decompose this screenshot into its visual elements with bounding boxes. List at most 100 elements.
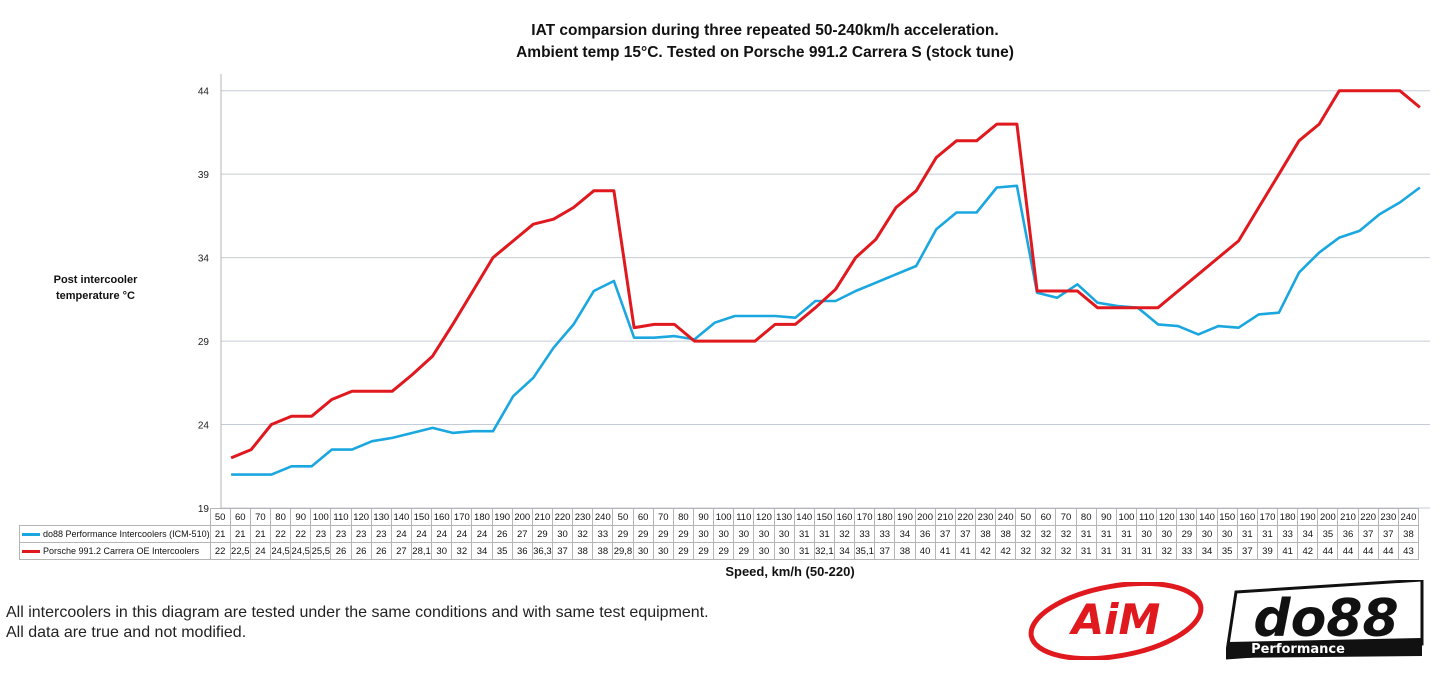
data-table: 50 60 70 80 90 100 110 120 130 140 150 160 170 180 190… bbox=[19, 508, 1420, 560]
series-lines bbox=[230, 89, 1421, 476]
legend-swatch bbox=[22, 533, 40, 537]
x-tick-label: 170 bbox=[451, 508, 473, 526]
data-label: 33 bbox=[854, 525, 876, 543]
x-tick-label: 210 bbox=[934, 508, 956, 526]
data-label: 30 bbox=[551, 525, 574, 543]
data-label: 26 bbox=[330, 542, 352, 560]
x-axis-label: Speed, km/h (50-220) bbox=[725, 564, 855, 579]
data-label: 29 bbox=[692, 542, 715, 560]
x-tick-label: 50 bbox=[612, 508, 634, 526]
x-tick-label: 180 bbox=[1277, 508, 1299, 526]
data-label: 35 bbox=[491, 542, 513, 560]
data-label: 32 bbox=[451, 542, 473, 560]
data-label: 33 bbox=[592, 525, 614, 543]
x-tick-label: 180 bbox=[471, 508, 493, 526]
x-tick-label: 140 bbox=[793, 508, 815, 526]
data-label: 24 bbox=[451, 525, 473, 543]
x-tick-label: 140 bbox=[1196, 508, 1218, 526]
data-label: 32 bbox=[1035, 525, 1057, 543]
data-label: 44 bbox=[1317, 542, 1339, 560]
data-label: 34 bbox=[833, 542, 856, 560]
x-tick-label: 240 bbox=[592, 508, 614, 526]
x-tick-label: 220 bbox=[1357, 508, 1379, 526]
data-label: 27 bbox=[390, 542, 412, 560]
data-label: 24 bbox=[410, 525, 433, 543]
x-tick-label: 70 bbox=[249, 508, 272, 526]
table-header-row: 50 60 70 80 90 100 110 120 130 140 150 160 170 180 190… bbox=[19, 508, 1420, 526]
y-tick-label: 34 bbox=[198, 254, 210, 265]
x-tick-label: 130 bbox=[1176, 508, 1198, 526]
x-tick-label: 70 bbox=[1055, 508, 1077, 526]
data-label: 36,3 bbox=[531, 542, 553, 560]
data-label: 32,1 bbox=[813, 542, 835, 560]
x-tick-label: 90 bbox=[692, 508, 715, 526]
data-label: 29 bbox=[652, 525, 674, 543]
data-label: 33 bbox=[1277, 525, 1299, 543]
data-label: 29 bbox=[713, 542, 735, 560]
data-label: 22 bbox=[269, 525, 292, 543]
data-label: 31 bbox=[1236, 525, 1258, 543]
data-label: 24 bbox=[431, 525, 453, 543]
x-tick-label: 120 bbox=[350, 508, 372, 526]
data-label: 23 bbox=[370, 525, 392, 543]
footnote-line-2: All data are true and not modified. bbox=[6, 624, 247, 641]
footnote-line-1: All intercoolers in this diagram are tes… bbox=[6, 604, 709, 621]
x-tick-label: 150 bbox=[813, 508, 835, 526]
x-tick-label: 190 bbox=[894, 508, 916, 526]
data-label: 29 bbox=[672, 525, 694, 543]
footnote: All intercoolers in this diagram are tes… bbox=[6, 603, 709, 643]
x-tick-label: 60 bbox=[632, 508, 654, 526]
data-label: 31 bbox=[793, 542, 815, 560]
x-tick-label: 160 bbox=[833, 508, 856, 526]
aim-logo: AiM bbox=[1028, 582, 1204, 660]
x-tick-label: 190 bbox=[491, 508, 513, 526]
data-label: 37 bbox=[954, 525, 976, 543]
data-label: 32 bbox=[572, 525, 594, 543]
data-label: 29 bbox=[1176, 525, 1198, 543]
data-label: 35 bbox=[1317, 525, 1339, 543]
data-label: 30 bbox=[733, 525, 755, 543]
data-label: 31 bbox=[1095, 525, 1117, 543]
data-label: 31 bbox=[1256, 525, 1279, 543]
data-label: 30 bbox=[692, 525, 715, 543]
data-label: 31 bbox=[1115, 525, 1138, 543]
data-label: 34 bbox=[1297, 525, 1319, 543]
x-tick-label: 230 bbox=[974, 508, 997, 526]
data-label: 42 bbox=[1297, 542, 1319, 560]
data-label: 24 bbox=[249, 542, 272, 560]
y-tick-label: 44 bbox=[198, 87, 210, 98]
data-label: 34 bbox=[471, 542, 493, 560]
data-label: 29 bbox=[612, 525, 634, 543]
x-tick-label: 200 bbox=[914, 508, 936, 526]
x-tick-label: 110 bbox=[1136, 508, 1158, 526]
data-label: 36 bbox=[914, 525, 936, 543]
y-tick-label: 39 bbox=[198, 170, 210, 181]
data-label: 38 bbox=[572, 542, 594, 560]
x-tick-label: 190 bbox=[1297, 508, 1319, 526]
x-tick-label: 170 bbox=[1256, 508, 1279, 526]
data-label: 22 bbox=[209, 542, 231, 560]
data-label: 24,5 bbox=[290, 542, 312, 560]
x-tick-label: 150 bbox=[1216, 508, 1238, 526]
x-tick-label: 130 bbox=[773, 508, 795, 526]
aim-logo-text: AiM bbox=[1069, 595, 1161, 644]
data-label: 29,8 bbox=[612, 542, 634, 560]
data-label: 30 bbox=[1156, 525, 1178, 543]
x-tick-label: 70 bbox=[652, 508, 674, 526]
x-tick-label: 100 bbox=[310, 508, 332, 526]
data-label: 23 bbox=[350, 525, 372, 543]
data-label: 38 bbox=[592, 542, 614, 560]
y-axis-label-line-1: Post intercooler bbox=[53, 274, 138, 286]
data-label: 37 bbox=[1377, 525, 1399, 543]
data-label: 30 bbox=[652, 542, 674, 560]
data-label: 33 bbox=[874, 525, 896, 543]
data-label: 39 bbox=[1256, 542, 1279, 560]
data-label: 31 bbox=[793, 525, 815, 543]
data-label: 32 bbox=[1156, 542, 1178, 560]
data-label: 32 bbox=[833, 525, 856, 543]
x-tick-label: 90 bbox=[290, 508, 312, 526]
x-tick-label: 50 bbox=[209, 508, 231, 526]
data-label: 37 bbox=[551, 542, 574, 560]
data-label: 34 bbox=[1196, 542, 1218, 560]
